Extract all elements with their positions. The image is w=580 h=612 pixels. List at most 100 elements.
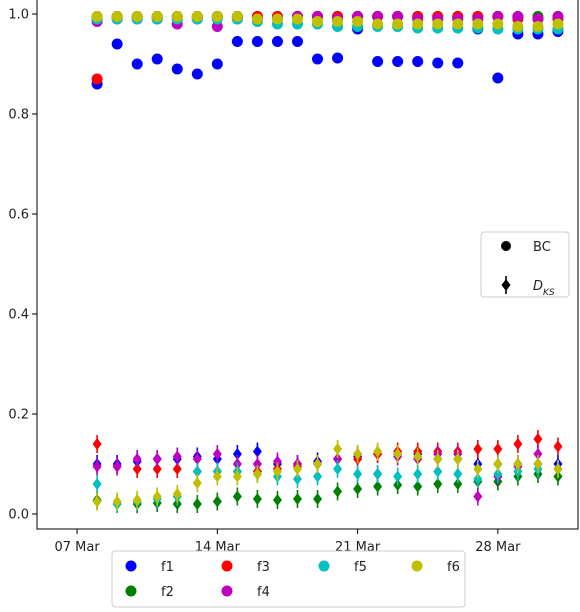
dks-point-f2 bbox=[292, 493, 302, 505]
dks-point-f5 bbox=[453, 468, 463, 480]
bc-point-f6 bbox=[211, 11, 223, 22]
bc-point-f1 bbox=[171, 63, 183, 75]
y-tick-label: 0.0 bbox=[8, 508, 29, 523]
bc-point-f6 bbox=[552, 18, 564, 30]
dks-point-f3 bbox=[513, 438, 523, 450]
bc-point-f1 bbox=[452, 57, 464, 69]
dks-point-f5 bbox=[92, 478, 102, 490]
legend-circle-marker bbox=[501, 241, 511, 251]
series-legend-box bbox=[111, 550, 466, 608]
dks-point-f6 bbox=[413, 450, 423, 463]
dks-point-f5 bbox=[393, 470, 403, 483]
dks-point-f5 bbox=[333, 463, 343, 475]
legend-label-dks-subscript: KS bbox=[543, 288, 555, 298]
legend-swatch-f5 bbox=[318, 560, 330, 572]
dks-point-f1 bbox=[232, 448, 242, 460]
bc-point-f6 bbox=[532, 21, 544, 32]
dks-point-f6 bbox=[132, 494, 142, 506]
dks-point-f4 bbox=[272, 455, 282, 468]
legend-label-f5: f5 bbox=[354, 560, 367, 575]
dks-point-f5 bbox=[413, 468, 423, 480]
dks-point-f5 bbox=[192, 465, 202, 478]
dks-point-f6 bbox=[92, 495, 102, 508]
bc-point-f6 bbox=[352, 16, 364, 27]
dks-point-f2 bbox=[212, 495, 222, 508]
dks-point-f6 bbox=[473, 463, 483, 475]
x-tick-label: 28 Mar bbox=[475, 540, 521, 555]
bc-point-f6 bbox=[271, 13, 283, 25]
bc-point-f6 bbox=[392, 18, 404, 30]
bc-point-f6 bbox=[432, 18, 444, 30]
dks-point-f2 bbox=[272, 494, 282, 506]
dks-point-f6 bbox=[292, 463, 302, 475]
dks-point-f6 bbox=[433, 453, 443, 465]
bc-point-f1 bbox=[492, 72, 504, 84]
series-f6 bbox=[91, 11, 564, 511]
dks-point-f4 bbox=[92, 460, 102, 473]
bc-point-f6 bbox=[332, 16, 344, 27]
dks-point-f6 bbox=[192, 477, 202, 489]
bc-point-f6 bbox=[191, 11, 203, 22]
dks-point-f6 bbox=[533, 458, 543, 470]
dks-point-f6 bbox=[313, 458, 323, 470]
dks-point-f6 bbox=[373, 445, 383, 458]
bc-point-f6 bbox=[111, 11, 123, 22]
bc-point-f6 bbox=[372, 18, 384, 30]
bc-point-f6 bbox=[91, 11, 103, 22]
bc-point-f1 bbox=[191, 68, 203, 80]
dks-point-f5 bbox=[292, 473, 302, 485]
bc-point-f1 bbox=[151, 53, 163, 65]
dks-point-f2 bbox=[232, 490, 242, 503]
bc-point-f3 bbox=[91, 73, 103, 85]
dks-point-f1 bbox=[252, 445, 262, 458]
y-tick-label: 0.4 bbox=[8, 308, 29, 323]
dks-point-f6 bbox=[152, 490, 162, 503]
x-tick-label: 07 Mar bbox=[54, 540, 100, 555]
bc-point-f1 bbox=[432, 57, 444, 69]
dks-point-f2 bbox=[333, 485, 343, 498]
dks-point-f4 bbox=[152, 453, 162, 465]
dks-point-f6 bbox=[172, 488, 182, 500]
legend-label-f4: f4 bbox=[257, 585, 270, 600]
legend-label-f2: f2 bbox=[161, 585, 174, 600]
dks-point-f4 bbox=[192, 453, 202, 465]
dks-point-f6 bbox=[353, 448, 363, 460]
dks-point-f2 bbox=[192, 498, 202, 510]
legend-label-f6: f6 bbox=[447, 560, 460, 575]
dks-point-f6 bbox=[272, 465, 282, 478]
dks-point-f6 bbox=[112, 495, 122, 508]
dks-point-f4 bbox=[212, 448, 222, 460]
y-tick-label: 0.8 bbox=[8, 108, 29, 123]
bc-point-f6 bbox=[472, 18, 484, 30]
bc-point-f1 bbox=[211, 58, 223, 70]
dks-point-f4 bbox=[132, 453, 142, 465]
dks-point-f6 bbox=[513, 458, 523, 470]
dks-point-f3 bbox=[473, 443, 483, 455]
dks-point-f3 bbox=[493, 443, 503, 455]
dks-point-f5 bbox=[313, 470, 323, 483]
bc-point-f6 bbox=[131, 11, 143, 22]
bc-point-f1 bbox=[111, 38, 123, 50]
bc-point-f1 bbox=[412, 56, 424, 67]
y-tick-label: 0.6 bbox=[8, 208, 29, 223]
dks-point-f4 bbox=[252, 458, 262, 470]
bc-point-f1 bbox=[131, 58, 143, 70]
marker-legend-box bbox=[480, 231, 570, 298]
dks-point-f4 bbox=[172, 450, 182, 463]
dks-point-f2 bbox=[373, 480, 383, 493]
dks-point-f6 bbox=[333, 443, 343, 455]
bc-point-f6 bbox=[231, 11, 243, 22]
y-tick-label: 0.2 bbox=[8, 408, 29, 423]
bc-point-f6 bbox=[171, 11, 183, 22]
bc-point-f6 bbox=[492, 18, 504, 30]
dks-point-f3 bbox=[132, 463, 142, 475]
legend-swatch-f3 bbox=[221, 560, 233, 572]
dks-point-f3 bbox=[152, 463, 162, 475]
dks-point-f5 bbox=[493, 468, 503, 480]
bc-point-f6 bbox=[151, 11, 163, 22]
legend-swatch-f1 bbox=[125, 560, 137, 572]
legend-label-f3: f3 bbox=[257, 560, 270, 575]
dks-point-f6 bbox=[553, 463, 563, 475]
legend-swatch-f2 bbox=[125, 585, 137, 597]
